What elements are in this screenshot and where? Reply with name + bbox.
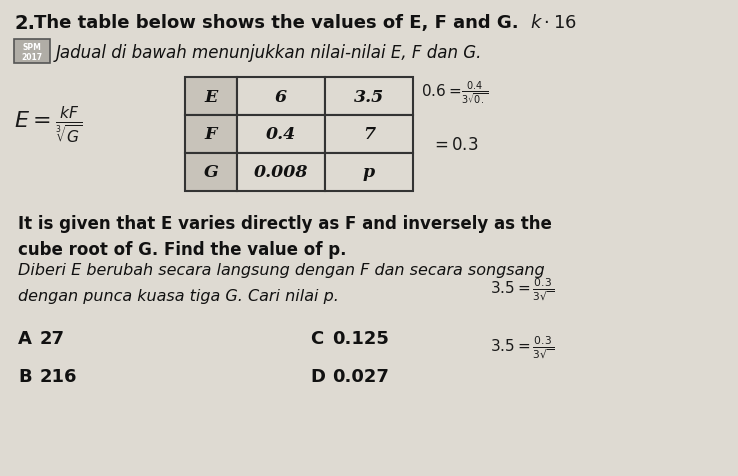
- Text: $\frac{0.4}{3\sqrt{0.}}$: $\frac{0.4}{3\sqrt{0.}}$: [461, 80, 489, 108]
- Bar: [325, 78, 413, 116]
- Bar: [185, 154, 237, 192]
- Text: $E = \frac{kF}{\sqrt[3]{G}}$: $E = \frac{kF}{\sqrt[3]{G}}$: [14, 105, 83, 146]
- Text: 2.: 2.: [14, 14, 35, 33]
- Text: 0.008: 0.008: [254, 164, 308, 181]
- Text: $3.5 = \frac{0.3}{3\sqrt{\ }}$: $3.5 = \frac{0.3}{3\sqrt{\ }}$: [490, 334, 555, 360]
- Text: A: A: [18, 329, 32, 347]
- Text: p: p: [363, 164, 375, 181]
- Text: SPM: SPM: [23, 43, 41, 52]
- Text: E: E: [204, 89, 218, 105]
- Text: 7: 7: [363, 126, 375, 143]
- Text: 6: 6: [275, 89, 287, 105]
- Bar: [185, 116, 237, 154]
- Text: dengan punca kuasa tiga G. Cari nilai p.: dengan punca kuasa tiga G. Cari nilai p.: [18, 288, 339, 303]
- Text: Jadual di bawah menunjukkan nilai-nilai E, F dan G.: Jadual di bawah menunjukkan nilai-nilai …: [56, 44, 483, 62]
- Bar: [185, 78, 237, 116]
- Text: B: B: [18, 367, 32, 385]
- Text: Diberi E berubah secara langsung dengan F dan secara songsang: Diberi E berubah secara langsung dengan …: [18, 262, 545, 278]
- Text: G: G: [204, 164, 218, 181]
- Text: 0.027: 0.027: [332, 367, 389, 385]
- Bar: [237, 116, 325, 154]
- Text: 216: 216: [40, 367, 77, 385]
- Text: cube root of G. Find the value of p.: cube root of G. Find the value of p.: [18, 240, 347, 258]
- Text: $k \cdot 16$: $k \cdot 16$: [530, 14, 577, 32]
- Text: 0.125: 0.125: [332, 329, 389, 347]
- Text: $= 0.3$: $= 0.3$: [431, 136, 478, 154]
- Text: 27: 27: [40, 329, 65, 347]
- Text: $0.6=$: $0.6=$: [421, 83, 461, 99]
- Text: 0.4: 0.4: [266, 126, 296, 143]
- Bar: [325, 116, 413, 154]
- Bar: [237, 154, 325, 192]
- Text: 2017: 2017: [21, 53, 43, 62]
- Text: $3.5 = \frac{0.3}{3\sqrt{\ }}$: $3.5 = \frac{0.3}{3\sqrt{\ }}$: [490, 277, 555, 302]
- Text: 3.5: 3.5: [354, 89, 384, 105]
- Bar: [14, 40, 50, 64]
- Bar: [325, 154, 413, 192]
- Text: C: C: [310, 329, 323, 347]
- Bar: [237, 78, 325, 116]
- Text: It is given that E varies directly as F and inversely as the: It is given that E varies directly as F …: [18, 215, 552, 232]
- Text: F: F: [205, 126, 217, 143]
- Text: The table below shows the values of E, F and G.: The table below shows the values of E, F…: [34, 14, 519, 32]
- Text: D: D: [310, 367, 325, 385]
